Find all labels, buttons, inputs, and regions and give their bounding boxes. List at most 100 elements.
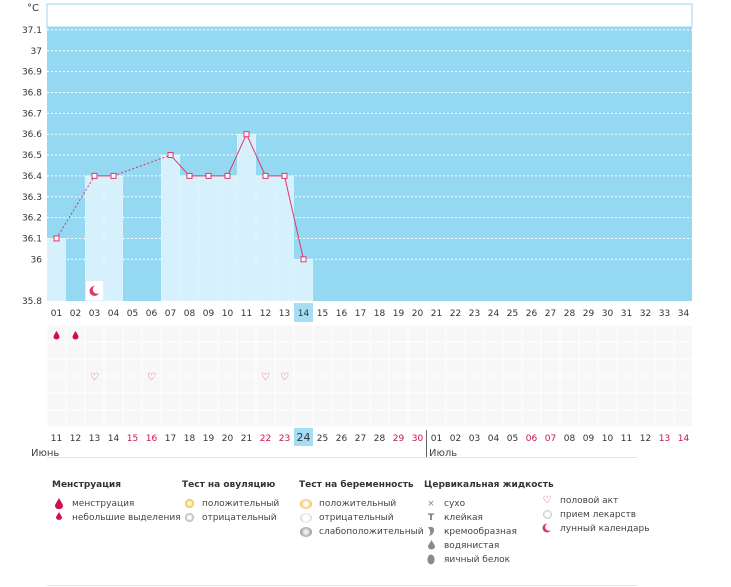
cycle-day-label: 23 [469, 309, 480, 319]
temperature-bar [161, 154, 180, 302]
temperature-point [186, 172, 193, 179]
date-label: 07 [545, 434, 556, 444]
cycle-day-label: 20 [412, 309, 424, 319]
y-tick-label: 36.2 [22, 214, 42, 224]
date-label: 19 [203, 434, 215, 444]
date-label: 01 [431, 434, 442, 444]
date-label: 17 [165, 434, 176, 444]
date-label: 13 [659, 434, 670, 444]
date-label: 26 [336, 434, 348, 444]
y-tick-label: 36 [31, 255, 43, 265]
date-label: 27 [355, 434, 366, 444]
date-label: 09 [583, 434, 595, 444]
drop-icon [52, 498, 66, 510]
cycle-day-label: 27 [545, 309, 556, 319]
date-label: 11 [621, 434, 632, 444]
cycle-day-label: 16 [336, 309, 348, 319]
legend-label: менструация [72, 499, 135, 509]
legend-item: прием лекарств [540, 508, 650, 522]
date-label: 12 [640, 434, 651, 444]
cycle-day-label: 22 [450, 309, 461, 319]
legend-menstruation: Менструация менструация небольшие выделе… [52, 480, 181, 525]
legend-label: отрицательный [319, 513, 394, 523]
y-tick-label: 36.1 [22, 234, 42, 244]
date-label: 28 [374, 434, 386, 444]
y-tick-label: 36.9 [22, 68, 42, 78]
negative-dot-icon [182, 512, 196, 524]
temperature-bar [218, 175, 237, 302]
date-label: 04 [488, 434, 500, 444]
legend-label: прием лекарств [560, 510, 637, 520]
legend-item: положительный [299, 497, 424, 511]
date-label: 30 [412, 434, 424, 444]
temperature-line-segment [170, 154, 190, 177]
date-label: 29 [393, 434, 405, 444]
temperature-point [281, 172, 288, 179]
cycle-day-label: 29 [583, 309, 595, 319]
date-label: 10 [602, 434, 614, 444]
date-label: 02 [450, 434, 461, 444]
legend-item: слабоположительный [299, 525, 424, 539]
temperature-point [91, 172, 98, 179]
cycle-day-label: 31 [621, 309, 632, 319]
legend-title: Менструация [52, 480, 121, 490]
watery-icon [424, 540, 438, 552]
positive-dot-icon [182, 498, 196, 510]
temperature-line-segment [227, 133, 247, 177]
date-label: 21 [241, 434, 252, 444]
sticky-icon: T [427, 513, 435, 523]
temperature-point [300, 256, 307, 263]
date-label: 05 [507, 434, 518, 444]
date-label: 24 [297, 431, 311, 444]
legend-label: небольшие выделения [72, 513, 181, 523]
legend-item: лунный календарь [540, 522, 650, 536]
divider-bottom [47, 585, 637, 586]
plot-top-band [46, 3, 693, 28]
date-label: 18 [184, 434, 196, 444]
temperature-line-segment [284, 175, 304, 260]
pill-icon [540, 509, 554, 521]
y-tick-label: 36.4 [22, 172, 42, 182]
legend-title: Тест на беременность [299, 480, 414, 490]
temperature-point [243, 131, 250, 138]
cycle-day-label: 04 [108, 309, 120, 319]
date-label: 16 [146, 434, 158, 444]
intercourse-marker: ♡ [147, 372, 156, 383]
legend-pregnancy: Тест на беременность положительный отриц… [299, 480, 424, 539]
legend-item: T клейкая [424, 511, 554, 525]
legend-item: × сухо [424, 497, 554, 511]
legend-item: кремообразная [424, 525, 554, 539]
heart-icon: ♡ [542, 495, 552, 506]
temperature-bar [104, 175, 123, 302]
menstruation-marker [53, 331, 60, 340]
date-label: 22 [260, 434, 271, 444]
y-tick-label: 37 [31, 47, 42, 57]
menstruation-marker [72, 331, 79, 340]
cycle-day-label: 28 [564, 309, 576, 319]
date-label: 25 [317, 434, 328, 444]
legend-item: отрицательный [182, 511, 279, 525]
y-tick-label: 36.3 [22, 193, 42, 203]
legend-label: лунный календарь [560, 524, 650, 534]
cycle-day-label: 10 [222, 309, 234, 319]
moon-marker-cut [92, 285, 102, 294]
cycle-day-label: 18 [374, 309, 386, 319]
legend-label: положительный [319, 499, 397, 509]
cycle-day-row [47, 302, 692, 322]
cycle-day-label: 14 [298, 309, 310, 319]
legend-label: положительный [202, 499, 280, 509]
y-tick-label: 35.8 [22, 297, 42, 307]
cycle-day-label: 07 [165, 309, 176, 319]
temperature-bar [180, 175, 199, 302]
cycle-day-label: 21 [431, 309, 442, 319]
legend-label: кремообразная [444, 527, 517, 537]
legend-title: Тест на овуляцию [182, 480, 276, 490]
temperature-bar [256, 175, 275, 302]
cycle-day-label: 17 [355, 309, 366, 319]
creamy-icon [424, 526, 438, 538]
y-tick-label: 37.1 [22, 26, 42, 36]
temperature-point [110, 172, 117, 179]
today-highlight [294, 303, 313, 322]
date-label: 03 [469, 434, 480, 444]
legend-label: водянистая [444, 541, 500, 551]
